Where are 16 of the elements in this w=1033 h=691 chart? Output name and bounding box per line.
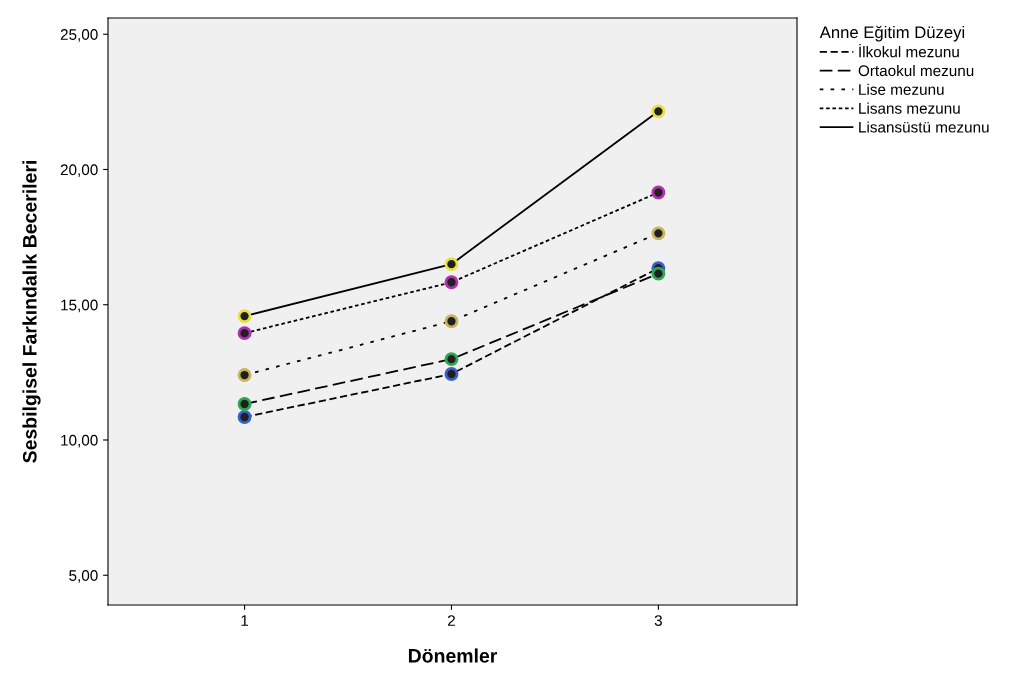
x-tick-label: 3 — [654, 615, 662, 626]
y-tick-label: 10,00 — [61, 434, 98, 448]
x-axis-title: Dönemler — [408, 648, 498, 663]
legend-label: Lisans mezunu — [859, 102, 960, 114]
y-axis-title: Sesbilgisel Farkındalık Becerileri — [22, 161, 41, 463]
legend-label: Lisansüstü mezunu — [859, 121, 989, 133]
y-tick-label: 20,00 — [60, 164, 98, 177]
legend-label: Lise mezunu — [859, 83, 944, 95]
legend-label: İlkokul mezunu — [859, 43, 959, 58]
x-tick-label: 1 — [241, 615, 249, 626]
y-tick-label: 15,00 — [61, 299, 98, 313]
legend-title: Anne Eğitim Düzeyi — [819, 25, 965, 42]
x-tick-label: 2 — [447, 615, 455, 626]
y-tick-label: 25,00 — [60, 29, 98, 42]
legend-label: Ortaokul mezunu — [858, 64, 974, 77]
y-tick-label: 5,00 — [69, 570, 98, 583]
